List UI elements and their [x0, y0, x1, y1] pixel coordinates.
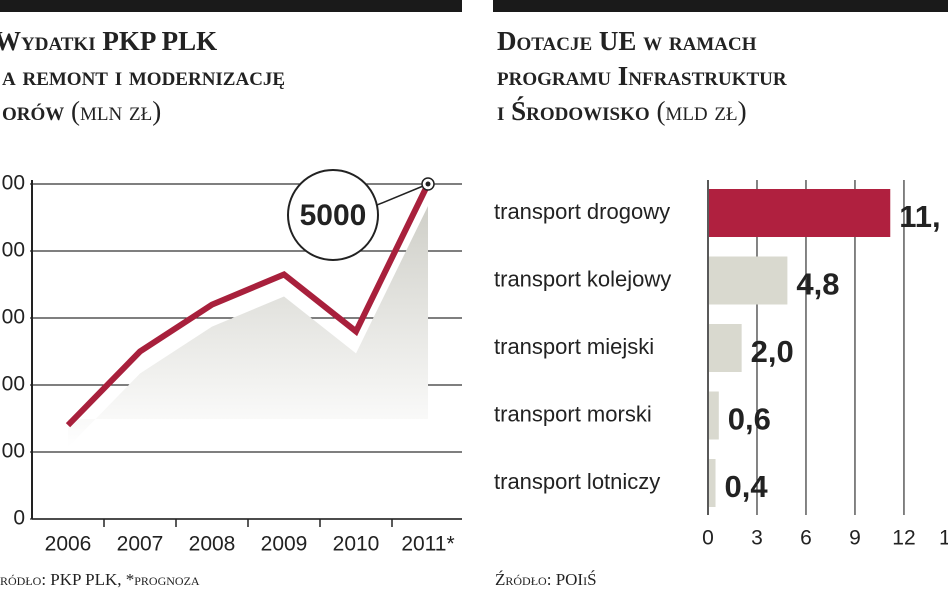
- annotation: 5000: [300, 199, 367, 232]
- category-label: transport morski: [494, 401, 652, 426]
- x-tick-label: 0: [702, 527, 714, 550]
- x-tick-label: 2008: [189, 533, 236, 556]
- bubble: [287, 169, 379, 261]
- x-tick-label: 12: [892, 527, 915, 550]
- title-line: i Środowisko: [497, 96, 650, 126]
- x-tick-label: 2010: [333, 533, 380, 556]
- bar: [709, 459, 716, 507]
- source: Źródło: POIiŚ: [495, 570, 597, 589]
- value-label: 11,: [899, 199, 940, 234]
- title-line: orów: [2, 96, 64, 126]
- x-tick-label: 2007: [117, 533, 164, 556]
- header-bar: [0, 0, 462, 12]
- bar: [709, 391, 719, 440]
- value-label: 2,0: [751, 334, 794, 369]
- value-label: 0,4: [725, 469, 769, 504]
- category-label: transport kolejowy: [494, 266, 671, 291]
- title-line: Wydatki PKP PLK: [0, 26, 217, 56]
- x-tick-label: 3: [751, 527, 763, 550]
- y-tick-label: 00: [2, 440, 25, 463]
- source: ródło: PKP PLK, *prognoza: [0, 570, 200, 589]
- x-tick-label: 2011*: [401, 533, 454, 556]
- y-tick-label: 00: [2, 239, 25, 262]
- unit: (mln zł): [71, 96, 161, 126]
- x-tick-label: 2009: [261, 533, 308, 556]
- value-label: 0,6: [728, 402, 771, 437]
- category-label: transport lotniczy: [494, 469, 660, 494]
- y-tick-label: 00: [2, 172, 25, 195]
- x-tick-label: 2006: [45, 533, 92, 556]
- title-line: a remont i modernizację: [2, 61, 285, 91]
- x-tick-label: 9: [849, 527, 861, 550]
- bar: [709, 189, 891, 237]
- unit: (mld zł): [656, 96, 746, 126]
- marker-dot: [425, 181, 431, 187]
- title-line: i Środowisko (mld zł): [497, 96, 747, 126]
- area: [68, 206, 428, 448]
- title-line: Dotacje UE w ramach: [497, 26, 757, 56]
- y-tick-label: 00: [2, 306, 25, 329]
- y-tick-label: 00: [2, 373, 25, 396]
- x-tick-label: 6: [800, 527, 812, 550]
- bar: [709, 324, 742, 372]
- value-label: 4,8: [796, 267, 839, 302]
- line: [65, 182, 431, 428]
- x-tick-label: 1: [939, 527, 948, 550]
- header-bar: [493, 0, 948, 12]
- category-label: transport drogowy: [494, 199, 670, 224]
- bar: [709, 256, 788, 305]
- category-label: transport miejski: [494, 334, 654, 359]
- y-tick-label: 0: [13, 507, 25, 530]
- title-line: orów (mln zł): [2, 96, 161, 126]
- title-line: programu Infrastruktur: [497, 61, 787, 91]
